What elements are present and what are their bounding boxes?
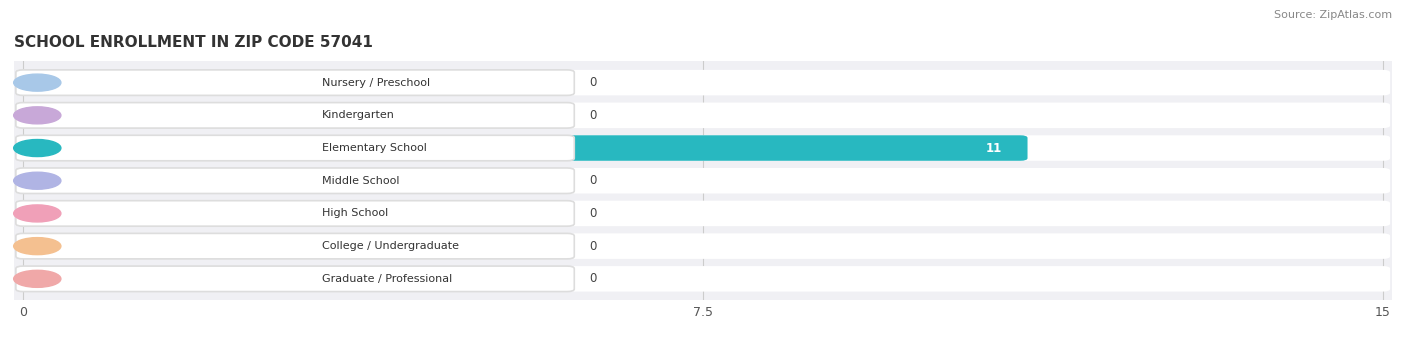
Circle shape — [14, 107, 60, 124]
FancyBboxPatch shape — [15, 266, 574, 292]
Text: 11: 11 — [986, 142, 1002, 154]
FancyBboxPatch shape — [15, 70, 574, 95]
Text: Middle School: Middle School — [322, 176, 399, 186]
Circle shape — [14, 74, 60, 91]
Text: 0: 0 — [589, 174, 598, 187]
FancyBboxPatch shape — [15, 266, 1391, 292]
FancyBboxPatch shape — [15, 201, 574, 226]
FancyBboxPatch shape — [15, 103, 1391, 128]
Text: 0: 0 — [589, 76, 598, 89]
FancyBboxPatch shape — [15, 135, 1028, 161]
FancyBboxPatch shape — [15, 201, 574, 226]
FancyBboxPatch shape — [15, 168, 1391, 193]
Text: 0: 0 — [589, 207, 598, 220]
FancyBboxPatch shape — [15, 70, 1391, 95]
Text: 0: 0 — [589, 240, 598, 253]
FancyBboxPatch shape — [15, 233, 574, 259]
FancyBboxPatch shape — [15, 135, 1391, 161]
Circle shape — [14, 172, 60, 189]
FancyBboxPatch shape — [15, 70, 574, 95]
Text: Source: ZipAtlas.com: Source: ZipAtlas.com — [1274, 10, 1392, 20]
Text: College / Undergraduate: College / Undergraduate — [322, 241, 460, 251]
FancyBboxPatch shape — [15, 168, 574, 193]
FancyBboxPatch shape — [15, 233, 574, 259]
FancyBboxPatch shape — [15, 168, 574, 193]
Text: Nursery / Preschool: Nursery / Preschool — [322, 78, 430, 88]
Text: Kindergarten: Kindergarten — [322, 110, 395, 120]
Circle shape — [14, 238, 60, 255]
FancyBboxPatch shape — [15, 103, 574, 128]
Text: 0: 0 — [589, 272, 598, 285]
FancyBboxPatch shape — [15, 233, 1391, 259]
Circle shape — [14, 139, 60, 157]
FancyBboxPatch shape — [15, 201, 1391, 226]
FancyBboxPatch shape — [15, 135, 574, 161]
Text: SCHOOL ENROLLMENT IN ZIP CODE 57041: SCHOOL ENROLLMENT IN ZIP CODE 57041 — [14, 35, 373, 50]
FancyBboxPatch shape — [15, 266, 574, 292]
FancyBboxPatch shape — [15, 103, 574, 128]
Circle shape — [14, 270, 60, 287]
Text: 0: 0 — [589, 109, 598, 122]
Text: Graduate / Professional: Graduate / Professional — [322, 274, 453, 284]
Text: Elementary School: Elementary School — [322, 143, 427, 153]
Text: High School: High School — [322, 208, 388, 219]
Circle shape — [14, 205, 60, 222]
